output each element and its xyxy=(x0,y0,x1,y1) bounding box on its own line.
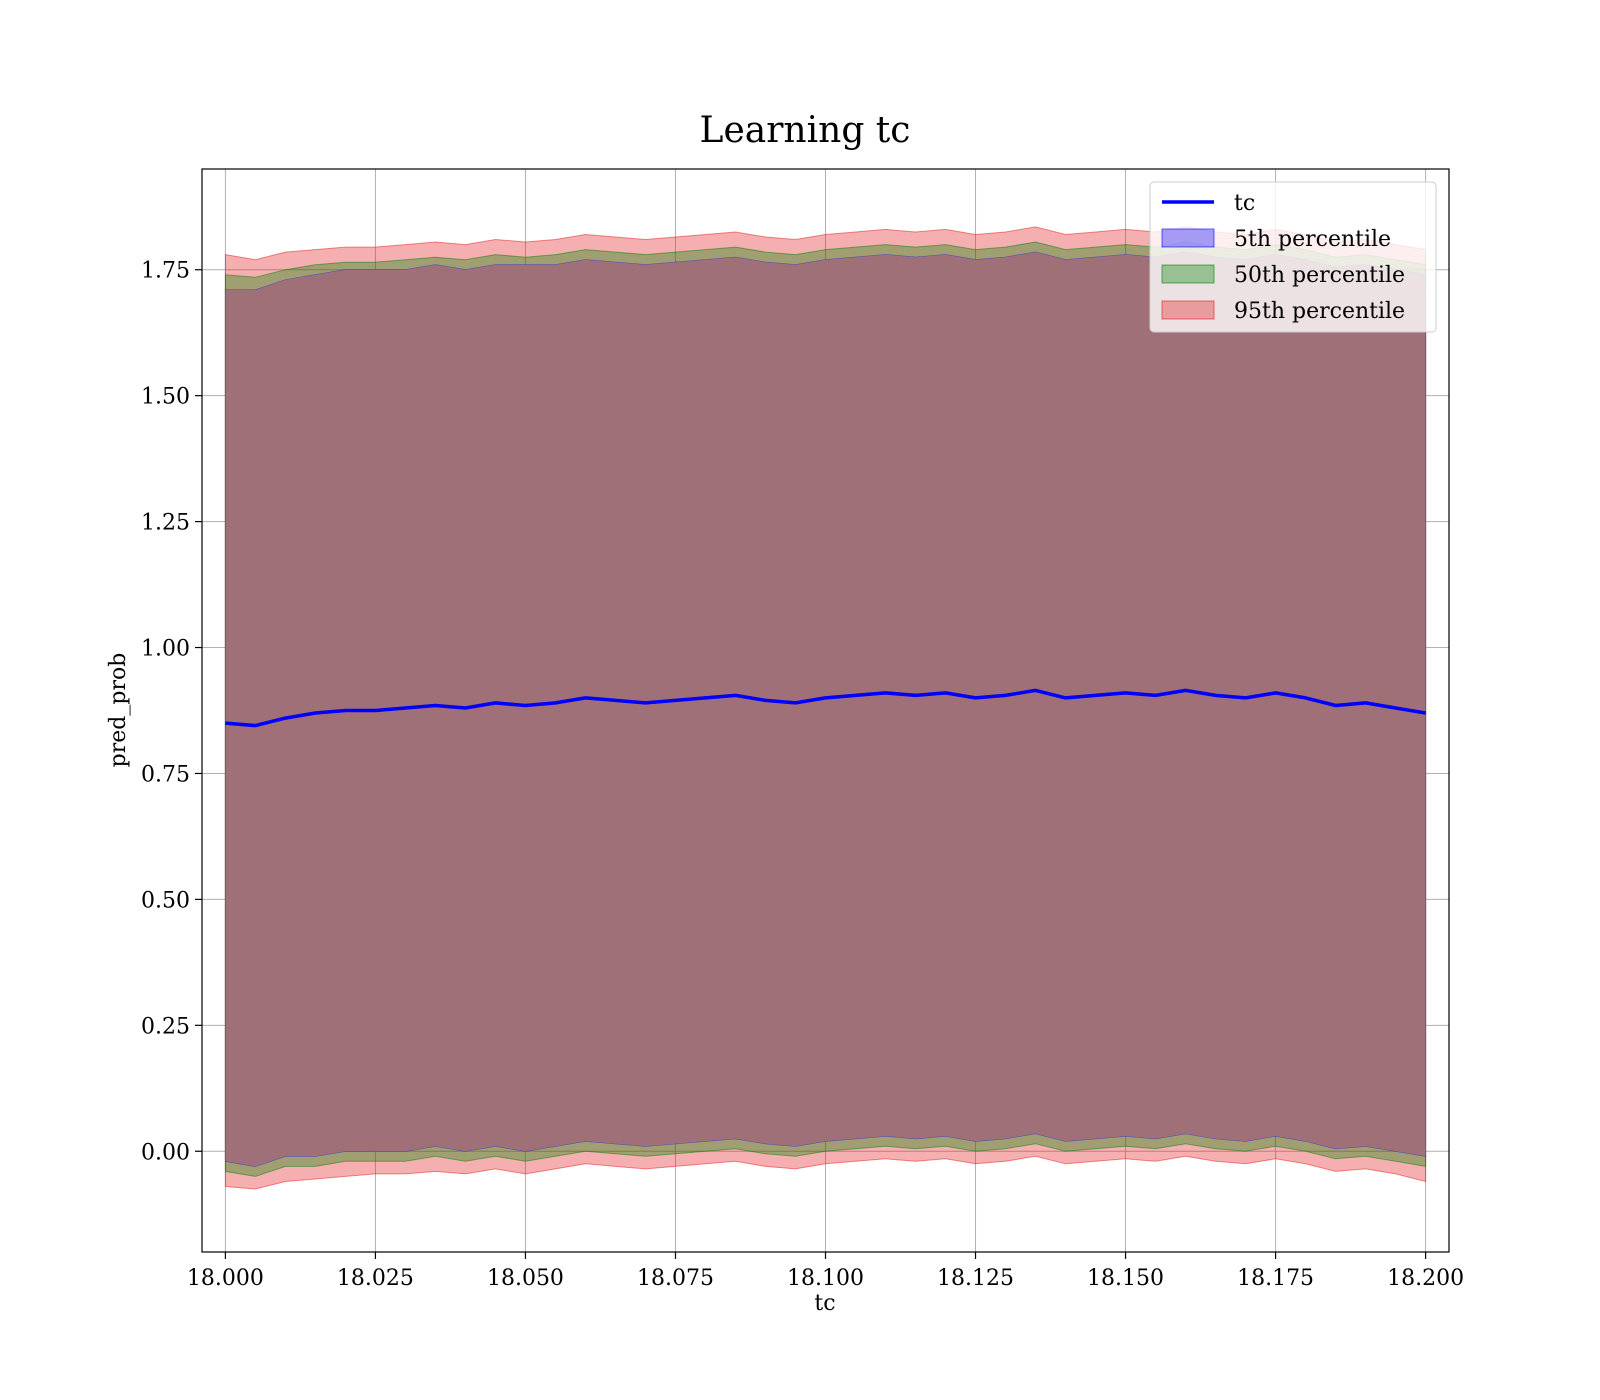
y-tick-label: 0.75 xyxy=(141,762,190,787)
legend-label: 50th percentile xyxy=(1234,263,1405,288)
chart-title: Learning tc xyxy=(700,110,911,151)
x-tick-label: 18.150 xyxy=(1087,1266,1164,1291)
y-axis-label: pred_prob xyxy=(106,653,131,768)
series-layer xyxy=(224,226,1427,1190)
x-axis-label: tc xyxy=(814,1291,835,1316)
y-axis-ticks: 0.00 0.25 0.50 0.75 1.00 1.25 1.50 1.75 xyxy=(141,259,202,1165)
y-tick-label: 1.00 xyxy=(141,637,190,662)
y-tick-label: 1.75 xyxy=(141,259,190,284)
legend-label: 95th percentile xyxy=(1234,299,1405,324)
x-tick-label: 18.000 xyxy=(187,1266,264,1291)
y-tick-label: 0.00 xyxy=(141,1140,190,1165)
y-tick-label: 0.25 xyxy=(141,1014,190,1039)
y-tick-label: 1.50 xyxy=(141,385,190,410)
legend-swatch-band xyxy=(1161,300,1215,320)
x-tick-label: 18.025 xyxy=(337,1266,414,1291)
legend-label: tc xyxy=(1234,191,1255,216)
legend-label: 5th percentile xyxy=(1234,227,1391,252)
y-tick-label: 0.50 xyxy=(141,888,190,913)
legend: tc 5th percentile 50th percentile 95th perc… xyxy=(1149,181,1437,333)
x-tick-label: 18.175 xyxy=(1237,1266,1314,1291)
x-tick-label: 18.075 xyxy=(637,1266,714,1291)
legend-box xyxy=(1149,181,1437,333)
x-tick-label: 18.125 xyxy=(937,1266,1014,1291)
x-tick-label: 18.050 xyxy=(487,1266,564,1291)
x-axis-ticks: 18.000 18.025 18.050 18.075 18.100 18.125 18.1… xyxy=(187,1252,1464,1291)
legend-swatch-band xyxy=(1161,264,1215,284)
legend-swatch-band xyxy=(1161,228,1215,248)
series-line-tc xyxy=(225,688,1426,728)
band-overlap-fill xyxy=(225,252,1426,1167)
y-tick-label: 1.25 xyxy=(141,511,190,536)
x-tick-label: 18.200 xyxy=(1387,1266,1464,1291)
x-tick-label: 18.100 xyxy=(787,1266,864,1291)
